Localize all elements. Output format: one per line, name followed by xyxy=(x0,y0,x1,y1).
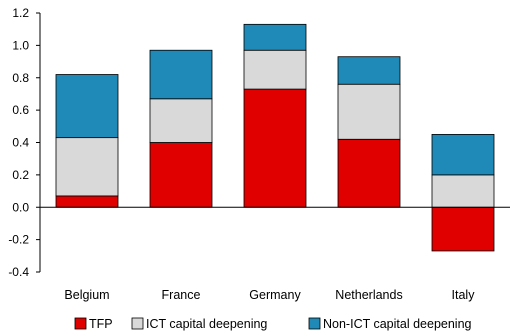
bars xyxy=(55,23,495,252)
x-category-label: Germany xyxy=(249,288,301,302)
x-category-label: France xyxy=(162,288,201,302)
bar-belgium-tfp xyxy=(55,195,119,208)
bar-germany-ict-capital-deepening xyxy=(243,49,307,90)
bar-belgium-ict-capital-deepening xyxy=(55,137,119,197)
y-tick-label: 0.2 xyxy=(12,168,29,182)
legend-swatch xyxy=(308,317,321,330)
bar-italy-tfp xyxy=(431,206,495,252)
y-tick-label: -0.4 xyxy=(8,265,29,279)
legend-swatch xyxy=(131,317,144,330)
y-tick-label: 0.6 xyxy=(12,103,29,117)
y-tick-label: -0.2 xyxy=(8,233,29,247)
y-tick-label: 0.4 xyxy=(12,136,29,150)
y-tick-label: 1.2 xyxy=(12,6,29,20)
bar-netherlands-ict-capital-deepening xyxy=(337,83,401,140)
bar-belgium-non-ict-capital-deepening xyxy=(55,74,119,139)
bar-netherlands-tfp xyxy=(337,138,401,208)
x-axis: Belgium France Germany Netherlands Italy xyxy=(40,206,510,302)
y-axis: -0.4 -0.2 0.0 0.2 0.4 0.6 0.8 1.0 1.2 xyxy=(8,6,41,279)
bar-italy-non-ict-capital-deepening xyxy=(431,134,495,176)
legend-label: ICT capital deepening xyxy=(146,317,267,331)
x-category-label: Belgium xyxy=(64,288,109,302)
legend-label: TFP xyxy=(89,317,113,331)
y-tick-label: 1.0 xyxy=(12,38,29,52)
y-tick-label: 0.8 xyxy=(12,71,29,85)
bar-france-tfp xyxy=(149,142,213,208)
legend-swatch xyxy=(74,317,87,330)
y-tick-label: 0.0 xyxy=(12,200,29,214)
bar-netherlands-non-ict-capital-deepening xyxy=(337,56,401,85)
legend: TFP ICT capital deepening Non-ICT capital … xyxy=(74,317,472,331)
legend-label: Non-ICT capital deepening xyxy=(323,317,472,331)
x-category-label: Netherlands xyxy=(335,288,402,302)
bar-germany-tfp xyxy=(243,88,307,208)
x-category-label: Italy xyxy=(452,288,476,302)
bar-germany-non-ict-capital-deepening xyxy=(243,23,307,51)
bar-france-ict-capital-deepening xyxy=(149,98,213,143)
bar-france-non-ict-capital-deepening xyxy=(149,49,213,100)
bar-italy-ict-capital-deepening xyxy=(431,174,495,208)
